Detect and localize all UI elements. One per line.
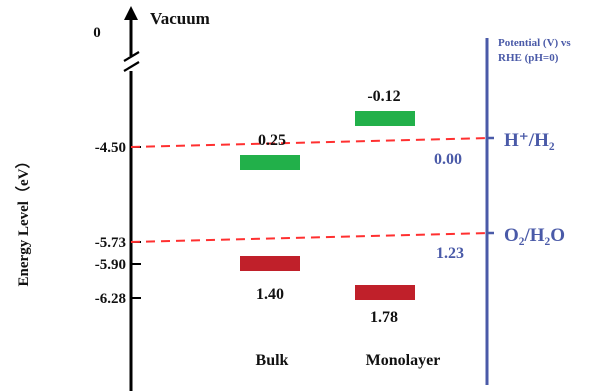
h2-potential-value: 0.00 <box>434 151 462 168</box>
vacuum-arrow-icon <box>124 6 138 20</box>
monolayer-conduction-band <box>355 111 415 126</box>
monolayer-vb-label: 1.78 <box>370 309 398 326</box>
bulk-valence-band <box>240 256 300 271</box>
bulk-vb-label: 1.40 <box>256 286 284 303</box>
tick-label-4-50: -4.50 <box>95 140 126 156</box>
bulk-cb-label: 0.25 <box>258 132 286 149</box>
bulk-conduction-band <box>240 155 300 170</box>
bulk-name-label: Bulk <box>256 352 289 369</box>
h2-dashed-line <box>130 137 491 148</box>
potential-axis-title-text: Potential (V) vs <box>498 37 571 49</box>
monolayer-name-label: Monolayer <box>366 352 441 369</box>
o2-potential-value: 1.23 <box>436 245 464 262</box>
tick-label-5-90: -5.90 <box>95 257 126 273</box>
tick-label-6-28: -6.28 <box>95 291 126 307</box>
potential-axis-title-line1: Potential (V) vs <box>498 37 571 49</box>
axis-break-mark-2 <box>123 61 140 72</box>
vacuum-label: Vacuum <box>150 9 210 28</box>
zero-label: 0 <box>93 25 101 41</box>
monolayer-valence-band <box>355 285 415 300</box>
h2-couple-label: H⁺/H₂ <box>504 130 555 151</box>
tick-label-5-73: -5.73 <box>95 235 126 251</box>
o2-couple-label: O₂/H₂O <box>504 225 565 246</box>
o2-dashed-line <box>130 232 491 243</box>
monolayer-cb-label: -0.12 <box>367 88 400 105</box>
potential-axis-title-line2: RHE (pH=0) <box>498 52 559 64</box>
energy-axis-title: Energy Level（eV） <box>14 154 32 287</box>
axis-break-mark-1 <box>123 51 140 62</box>
